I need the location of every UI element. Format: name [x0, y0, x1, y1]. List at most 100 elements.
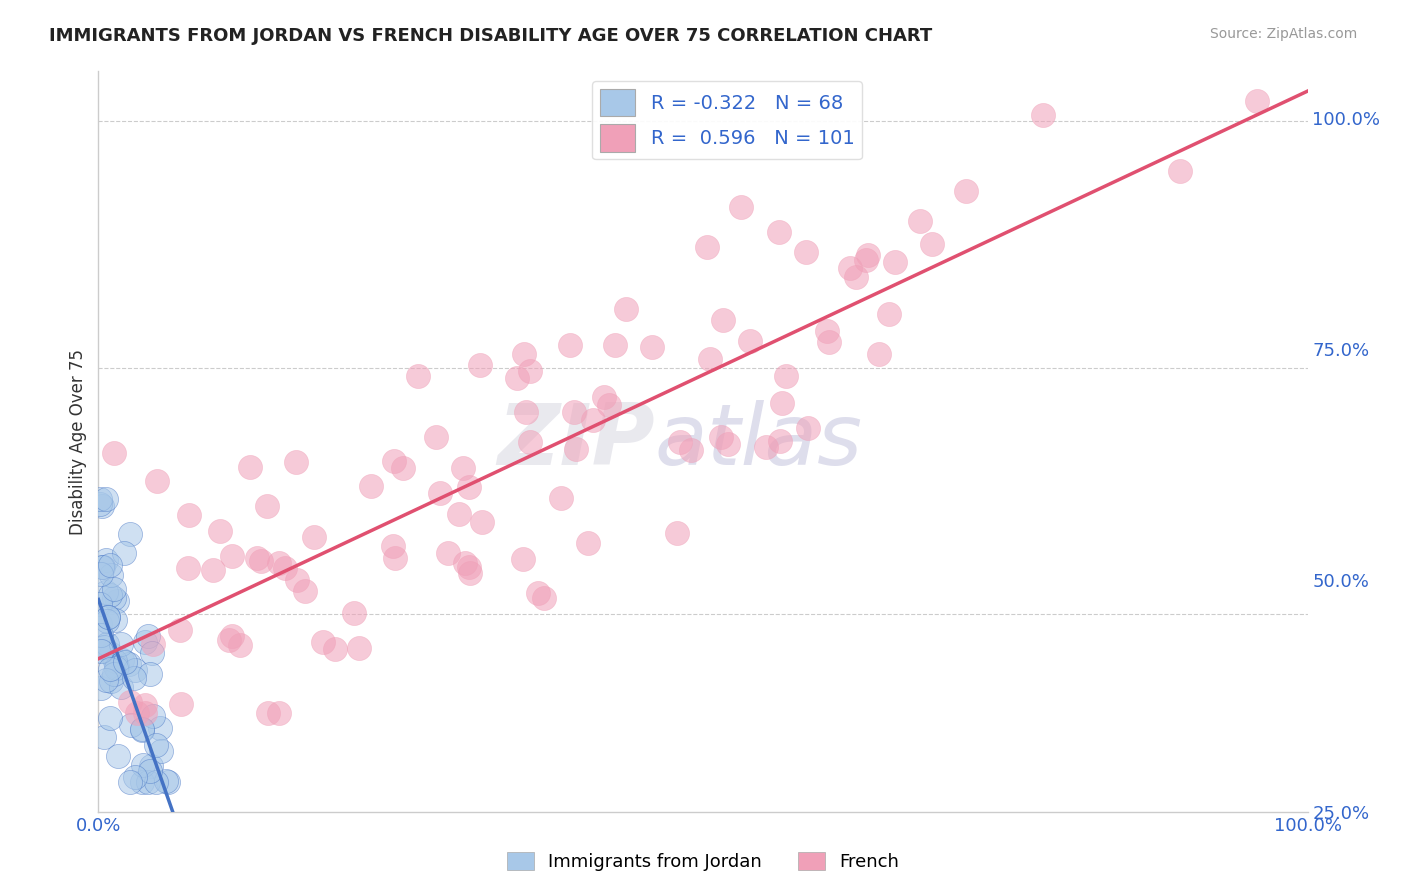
Point — [89, 497, 111, 511]
Point — [114, 655, 136, 669]
Point — [955, 184, 977, 198]
Point — [839, 261, 862, 276]
Point — [91, 500, 114, 514]
Point — [156, 775, 179, 789]
Point — [845, 269, 868, 284]
Point — [458, 560, 481, 574]
Point — [104, 654, 127, 668]
Point — [468, 358, 491, 372]
Point — [142, 636, 165, 650]
Point — [218, 633, 240, 648]
Point — [91, 644, 114, 658]
Point — [149, 744, 172, 758]
Point — [124, 663, 146, 677]
Point — [93, 730, 115, 744]
Text: IMMIGRANTS FROM JORDAN VS FRENCH DISABILITY AGE OVER 75 CORRELATION CHART: IMMIGRANTS FROM JORDAN VS FRENCH DISABIL… — [49, 27, 932, 45]
Point — [603, 338, 626, 352]
Point — [134, 698, 156, 712]
Point — [90, 566, 112, 581]
Point — [141, 647, 163, 661]
Point — [124, 770, 146, 784]
Point — [170, 697, 193, 711]
Point — [89, 597, 111, 611]
Point — [239, 460, 262, 475]
Point — [668, 435, 690, 450]
Point — [437, 546, 460, 560]
Point — [96, 553, 118, 567]
Point — [221, 549, 243, 564]
Point — [169, 623, 191, 637]
Point — [769, 434, 792, 449]
Point — [451, 460, 474, 475]
Point — [818, 335, 841, 350]
Point — [267, 706, 290, 720]
Point — [120, 527, 142, 541]
Point — [533, 591, 555, 605]
Point — [458, 480, 481, 494]
Point — [699, 351, 721, 366]
Point — [454, 557, 477, 571]
Point — [103, 591, 125, 605]
Point — [696, 240, 718, 254]
Point — [97, 610, 120, 624]
Point — [576, 535, 599, 549]
Point — [665, 525, 688, 540]
Point — [593, 390, 616, 404]
Point — [294, 584, 316, 599]
Point — [90, 681, 112, 695]
Point — [883, 255, 905, 269]
Point — [98, 662, 121, 676]
Point — [90, 644, 112, 658]
Point — [267, 556, 290, 570]
Point — [858, 248, 880, 262]
Point — [815, 325, 838, 339]
Point — [274, 561, 297, 575]
Point — [877, 307, 900, 321]
Point — [391, 460, 413, 475]
Point — [312, 635, 335, 649]
Point — [145, 474, 167, 488]
Point — [103, 667, 125, 681]
Point — [515, 405, 537, 419]
Point — [921, 236, 943, 251]
Point — [131, 775, 153, 789]
Point — [519, 435, 541, 450]
Point — [343, 606, 366, 620]
Point — [124, 671, 146, 685]
Legend: R = -0.322   N = 68, R =  0.596   N = 101: R = -0.322 N = 68, R = 0.596 N = 101 — [592, 81, 862, 160]
Point — [447, 507, 470, 521]
Point — [1246, 94, 1268, 108]
Point — [125, 706, 148, 720]
Point — [740, 334, 762, 348]
Point — [229, 638, 252, 652]
Point — [284, 455, 307, 469]
Point — [558, 338, 581, 352]
Text: Source: ZipAtlas.com: Source: ZipAtlas.com — [1209, 27, 1357, 41]
Point — [562, 404, 585, 418]
Text: ZIP: ZIP — [496, 400, 655, 483]
Point — [131, 723, 153, 737]
Point — [94, 584, 117, 599]
Point — [177, 561, 200, 575]
Point — [382, 454, 405, 468]
Point — [641, 340, 664, 354]
Point — [429, 486, 451, 500]
Point — [104, 661, 127, 675]
Point — [855, 253, 877, 268]
Point — [1032, 108, 1054, 122]
Point — [1168, 164, 1191, 178]
Text: atlas: atlas — [655, 400, 863, 483]
Point — [360, 479, 382, 493]
Point — [100, 647, 122, 661]
Point — [134, 706, 156, 720]
Point — [89, 616, 111, 631]
Point — [755, 440, 778, 454]
Point — [110, 680, 132, 694]
Point — [614, 301, 637, 316]
Point — [96, 614, 118, 628]
Point — [100, 568, 122, 582]
Y-axis label: Disability Age Over 75: Disability Age Over 75 — [69, 349, 87, 534]
Point — [582, 413, 605, 427]
Point — [98, 558, 121, 572]
Point — [512, 551, 534, 566]
